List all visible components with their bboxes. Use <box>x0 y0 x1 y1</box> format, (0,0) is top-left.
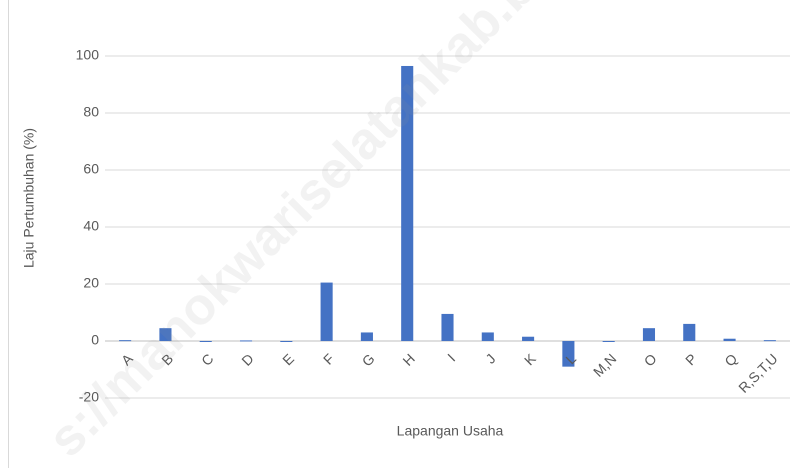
bar <box>280 341 293 342</box>
bar <box>683 323 696 341</box>
x-tick-label: G <box>359 350 378 369</box>
x-tick-label: E <box>279 350 297 368</box>
bar <box>723 338 736 341</box>
bar <box>441 313 454 341</box>
x-axis-title: Lapangan Usaha <box>397 423 504 439</box>
y-tick-label: 20 <box>83 275 99 291</box>
x-tick-label: K <box>521 350 539 368</box>
x-tick-label: Q <box>721 350 740 369</box>
y-tick-label: 40 <box>83 218 99 234</box>
x-tick-label: P <box>682 350 700 368</box>
bar <box>199 341 212 342</box>
x-tick-label: M,N <box>590 350 619 379</box>
y-tick-label: 60 <box>83 161 99 177</box>
bar <box>401 65 414 341</box>
x-tick-label: J <box>482 350 498 366</box>
bar <box>159 328 172 341</box>
y-axis-title: Laju Pertumbuhan (%) <box>21 128 37 268</box>
x-tick-label: F <box>320 350 337 367</box>
x-tick-label: H <box>399 350 417 368</box>
bar <box>119 340 132 342</box>
bar <box>642 328 656 341</box>
bar <box>481 332 494 341</box>
bar <box>763 340 776 342</box>
y-tick-label: 0 <box>91 332 99 348</box>
bar <box>522 336 535 341</box>
x-tick-label: C <box>198 350 216 368</box>
x-tick-label: D <box>238 350 256 368</box>
x-tick-label: R,S,T,U <box>735 350 780 395</box>
bar <box>239 340 253 342</box>
y-tick-label: 80 <box>83 104 99 120</box>
y-tick-label: 100 <box>76 47 100 63</box>
x-tick-label: O <box>641 350 660 369</box>
bar <box>360 332 373 341</box>
y-tick-label: -20 <box>79 389 99 405</box>
bar <box>562 341 575 367</box>
bar <box>602 341 615 342</box>
x-tick-label: I <box>444 350 458 364</box>
bar <box>320 282 333 341</box>
